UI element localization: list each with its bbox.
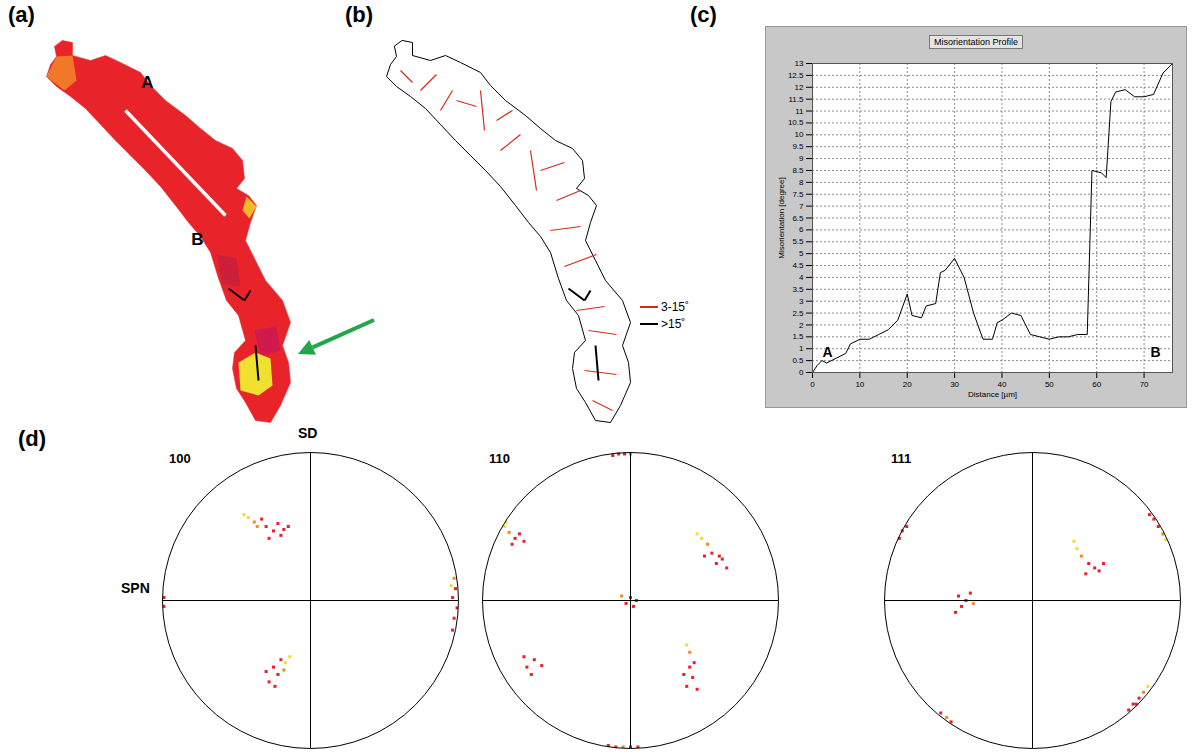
- svg-text:10: 10: [795, 130, 804, 139]
- svg-text:50: 50: [1045, 380, 1054, 389]
- svg-text:2.5: 2.5: [792, 309, 804, 318]
- svg-text:A: A: [141, 73, 153, 92]
- svg-text:5.5: 5.5: [792, 237, 804, 246]
- svg-text:8.5: 8.5: [792, 166, 804, 175]
- svg-text:4: 4: [799, 273, 804, 282]
- svg-text:4.5: 4.5: [792, 261, 804, 270]
- html-text:(d): (d): [18, 426, 47, 451]
- html-text:(b): (b): [345, 2, 374, 27]
- html-text:>15˚: >15˚: [661, 316, 686, 331]
- svg-text:20: 20: [903, 380, 912, 389]
- svg-text:10: 10: [855, 380, 864, 389]
- html-text:3-15˚: 3-15˚: [661, 299, 689, 314]
- svg-text:8: 8: [799, 178, 804, 187]
- svg-text:6: 6: [799, 225, 804, 234]
- svg-text:9: 9: [799, 154, 804, 163]
- svg-text:0: 0: [799, 368, 804, 377]
- svg-text:11.5: 11.5: [789, 95, 805, 104]
- svg-text:2: 2: [799, 321, 804, 330]
- html-text:SD: SD: [298, 425, 318, 441]
- html-text:(c): (c): [690, 2, 717, 27]
- svg-text:70: 70: [1140, 380, 1149, 389]
- svg-text:13: 13: [795, 59, 804, 68]
- svg-text:Misorientation [degree]: Misorientation [degree]: [777, 177, 786, 258]
- svg-text:9.5: 9.5: [792, 142, 804, 151]
- svg-text:6.5: 6.5: [792, 214, 804, 223]
- svg-text:10.5: 10.5: [788, 118, 804, 127]
- svg-text:0.5: 0.5: [792, 356, 804, 365]
- svg-text:0: 0: [810, 380, 815, 389]
- html-text:111: 111: [891, 451, 912, 466]
- svg-text:7.5: 7.5: [792, 190, 804, 199]
- html-text:SPN: SPN: [121, 580, 150, 596]
- svg-text:40: 40: [998, 380, 1007, 389]
- html-text:(a): (a): [8, 2, 35, 27]
- svg-text:12.5: 12.5: [788, 71, 804, 80]
- svg-text:Distance [µm]: Distance [µm]: [968, 390, 1017, 399]
- svg-text:11: 11: [795, 107, 804, 116]
- svg-text:7: 7: [799, 202, 804, 211]
- svg-text:30: 30: [950, 380, 959, 389]
- svg-text:60: 60: [1092, 380, 1101, 389]
- svg-text:A: A: [823, 344, 833, 360]
- html-text:Misorientation Profile: Misorientation Profile: [934, 37, 1018, 47]
- svg-text:B: B: [191, 230, 203, 249]
- svg-text:1.5: 1.5: [792, 332, 804, 341]
- svg-text:3: 3: [799, 297, 804, 306]
- html-text:110: 110: [489, 451, 510, 466]
- svg-text:B: B: [1150, 344, 1160, 360]
- svg-text:1: 1: [799, 344, 804, 353]
- svg-text:3.5: 3.5: [792, 285, 804, 294]
- svg-text:12: 12: [795, 83, 804, 92]
- html-text:100: 100: [169, 451, 191, 466]
- svg-text:5: 5: [799, 249, 804, 258]
